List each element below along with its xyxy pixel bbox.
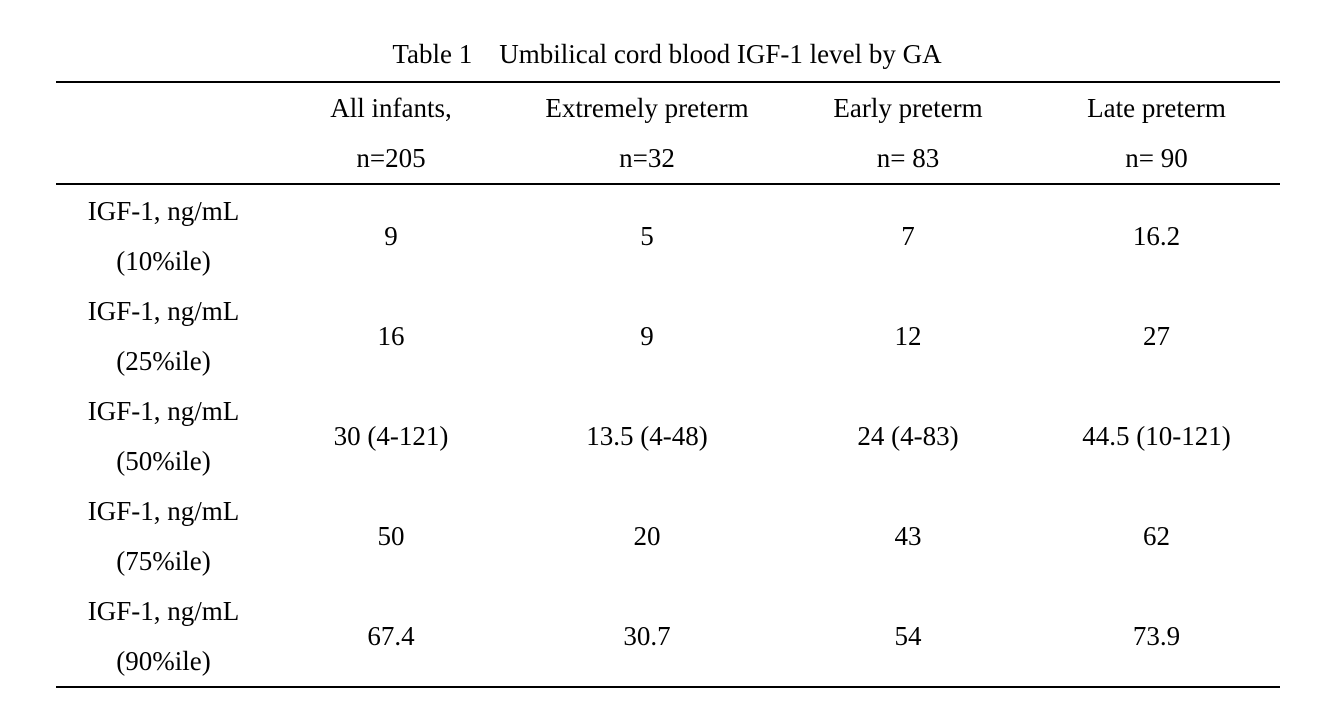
table-cell: 62 — [1143, 521, 1170, 551]
table-cell: 20 — [633, 521, 661, 551]
header-line-2: n= 83 — [876, 143, 940, 173]
table-cell: 9 — [384, 220, 398, 251]
header-line-2: n= 90 — [1125, 143, 1188, 173]
header-cell-all-infants: All infants, n=205 — [271, 82, 511, 184]
header-cell-extremely-preterm: Extremely preterm n=32 — [511, 82, 783, 184]
table-cell: 16.2 — [1132, 220, 1181, 251]
row-label-line-2: (10%ile) — [116, 245, 211, 276]
table-cell: 67.4 — [367, 621, 415, 651]
row-label: IGF-1, ng/mL (90%ile) — [56, 586, 271, 687]
header-line-1: All infants, — [330, 93, 452, 123]
table-cell: 43 — [894, 521, 922, 551]
table-cell: 5 — [640, 220, 654, 251]
table-cell: 73.9 — [1132, 621, 1181, 651]
table-cell: 12 — [894, 321, 922, 351]
table-cell: 13.5 (4-48) — [586, 421, 708, 451]
table-row: IGF-1, ng/mL (10%ile) 9 5 7 16.2 — [56, 184, 1280, 286]
header-line-1: Late preterm — [1087, 93, 1226, 123]
row-label: IGF-1, ng/mL (10%ile) — [56, 184, 271, 286]
data-table: All infants, n=205 Extremely preterm n=3… — [56, 81, 1280, 688]
table-header: All infants, n=205 Extremely preterm n=3… — [56, 82, 1280, 184]
table-caption-label: Table 1 — [392, 39, 473, 69]
row-label-line-1: IGF-1, ng/mL — [87, 596, 240, 626]
table-caption-title: Umbilical cord blood IGF-1 level by GA — [499, 39, 942, 69]
table-row: IGF-1, ng/mL (90%ile) 67.4 30.7 54 73.9 — [56, 586, 1280, 687]
table-cell: 54 — [894, 621, 922, 651]
header-line-2: n=32 — [619, 143, 675, 173]
table-cell: 50 — [377, 521, 405, 551]
row-label-line-2: (90%ile) — [116, 646, 211, 676]
row-label: IGF-1, ng/mL (75%ile) — [56, 486, 271, 586]
row-label: IGF-1, ng/mL (25%ile) — [56, 286, 271, 386]
table-cell: 27 — [1143, 321, 1170, 351]
table-row: IGF-1, ng/mL (50%ile) 30 (4-121) 13.5 (4… — [56, 386, 1280, 486]
table-cell: 30 (4-121) — [333, 421, 449, 451]
table-cell: 9 — [640, 321, 654, 351]
header-cell-late-preterm: Late preterm n= 90 — [1033, 82, 1280, 184]
header-cell-early-preterm: Early preterm n= 83 — [783, 82, 1033, 184]
header-cell-empty — [56, 82, 271, 184]
table-body: IGF-1, ng/mL (10%ile) 9 5 7 16.2 IGF-1, … — [56, 184, 1280, 687]
row-label-line-1: IGF-1, ng/mL — [87, 195, 240, 226]
row-label-line-1: IGF-1, ng/mL — [87, 496, 240, 526]
table-row: IGF-1, ng/mL (75%ile) 50 20 43 62 — [56, 486, 1280, 586]
table-cell: 7 — [901, 220, 915, 251]
header-line-1: Early preterm — [833, 93, 983, 123]
table-cell: 16 — [377, 321, 405, 351]
row-label-line-2: (75%ile) — [116, 546, 211, 576]
table-cell: 44.5 (10-121) — [1082, 421, 1231, 451]
row-label: IGF-1, ng/mL (50%ile) — [56, 386, 271, 486]
table-cell: 24 (4-83) — [857, 421, 959, 451]
row-label-line-2: (25%ile) — [116, 346, 211, 376]
row-label-line-1: IGF-1, ng/mL — [87, 296, 240, 326]
header-line-2: n=205 — [356, 143, 426, 173]
table-cell: 30.7 — [623, 621, 671, 651]
header-line-1: Extremely preterm — [545, 93, 749, 123]
header-row: All infants, n=205 Extremely preterm n=3… — [56, 82, 1280, 184]
table-caption: Table 1 Umbilical cord blood IGF-1 level… — [0, 36, 1318, 72]
row-label-line-2: (50%ile) — [116, 446, 211, 476]
row-label-line-1: IGF-1, ng/mL — [87, 396, 240, 426]
table-row: IGF-1, ng/mL (25%ile) 16 9 12 27 — [56, 286, 1280, 386]
